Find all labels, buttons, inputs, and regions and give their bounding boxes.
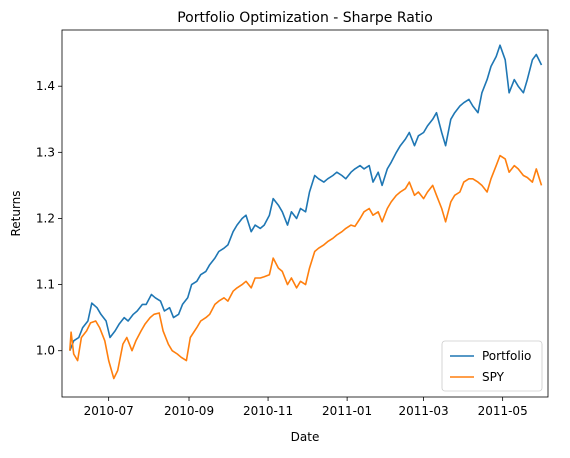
y-tick-label: 1.1 — [36, 278, 55, 292]
x-tick-label: 2011-03 — [399, 404, 449, 418]
x-tick-label: 2011-05 — [478, 404, 528, 418]
chart-title: Portfolio Optimization - Sharpe Ratio — [177, 10, 433, 26]
legend-label-spy: SPY — [482, 370, 505, 384]
x-tick-label: 2011-01 — [322, 404, 372, 418]
series-line-portfolio — [69, 44, 543, 351]
y-axis-label: Returns — [9, 190, 23, 236]
plot-area — [69, 44, 543, 380]
legend-box — [441, 340, 543, 392]
y-tick-label: 1.4 — [36, 79, 55, 93]
x-tick-label: 2010-07 — [84, 404, 134, 418]
series-line-spy — [69, 154, 543, 380]
legend: Portfolio SPY — [441, 340, 543, 392]
x-axis: 2010-07 2010-09 2010-11 2011-01 2011-03 2011-… — [84, 397, 528, 418]
x-tick-label: 2010-09 — [164, 404, 214, 418]
y-tick-label: 1.3 — [36, 145, 55, 159]
y-tick-label: 1.2 — [36, 211, 55, 225]
x-axis-label: Date — [291, 430, 320, 444]
y-axis: 1.0 1.1 1.2 1.3 1.4 — [36, 79, 62, 358]
plot-frame — [61, 29, 549, 398]
legend-label-portfolio: Portfolio — [482, 349, 531, 363]
x-tick-label: 2010-11 — [243, 404, 293, 418]
y-tick-label: 1.0 — [36, 344, 55, 358]
